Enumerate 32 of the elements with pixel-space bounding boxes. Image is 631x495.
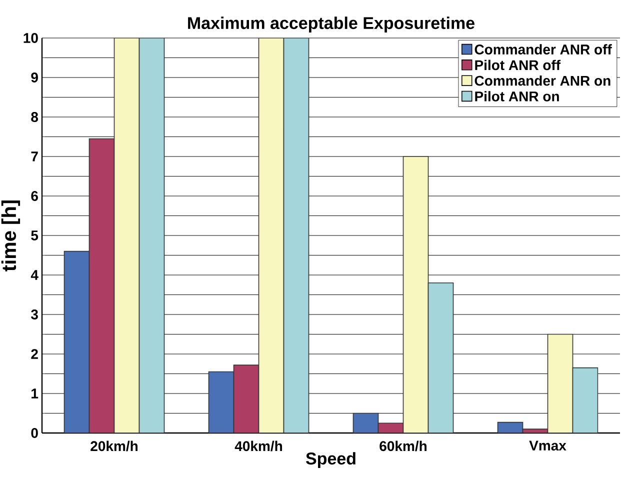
y-tick-label: 8 (31, 112, 38, 122)
x-axis-title: Speed (306, 452, 356, 468)
bar (258, 38, 284, 433)
x-tick-label: 40km/h (234, 440, 282, 452)
x-tick-label: 20km/h (90, 440, 138, 452)
y-tick-label: 6 (31, 191, 38, 201)
x-tick-label: 60km/h (380, 440, 427, 452)
bar (547, 334, 574, 433)
y-tick-label: 3 (30, 310, 38, 320)
legend-label: Pilot ANR off (475, 60, 561, 70)
y-tick-label: 2 (31, 349, 38, 359)
y-tick-label: 4 (30, 270, 38, 280)
bar (233, 364, 260, 433)
y-tick-label: 0 (31, 428, 38, 438)
y-tick-label: 7 (31, 152, 38, 162)
chart-title: Maximum acceptable Exposuretime (188, 16, 474, 32)
bar (88, 138, 115, 433)
bar (114, 38, 140, 433)
y-axis-title: time [h] (1, 200, 20, 272)
bar (208, 371, 234, 433)
y-tick-label: 10 (24, 33, 38, 43)
legend-label: Pilot ANR on (475, 91, 559, 102)
x-tick-label: Vmax (529, 440, 566, 451)
bar (497, 422, 524, 433)
y-tick-label: 1 (32, 388, 38, 398)
bar (352, 412, 379, 433)
bar (402, 156, 429, 433)
legend-label: Commander ANR on (474, 75, 610, 86)
legend-label: Commander ANR off (474, 44, 612, 54)
y-tick-label: 5 (31, 230, 38, 240)
bar (64, 250, 90, 433)
y-tick-label: 9 (31, 72, 38, 82)
